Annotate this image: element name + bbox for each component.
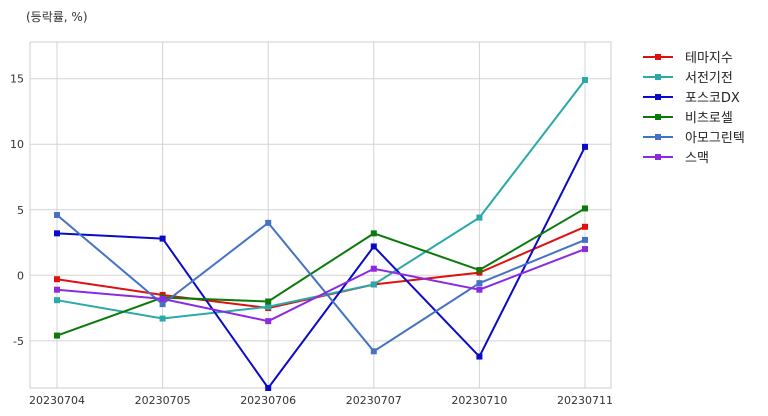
data-point bbox=[370, 281, 377, 288]
x-tick-label: 20230705 bbox=[135, 394, 191, 407]
data-point bbox=[370, 265, 377, 272]
data-point bbox=[582, 236, 588, 243]
x-tick-label: 20230711 bbox=[557, 394, 613, 407]
y-tick-label: 15 bbox=[10, 73, 24, 86]
data-point bbox=[476, 280, 483, 287]
legend-marker bbox=[655, 114, 661, 120]
data-point bbox=[54, 286, 60, 293]
data-point bbox=[54, 276, 60, 283]
data-point bbox=[476, 267, 483, 274]
data-point bbox=[370, 348, 377, 355]
x-tick-label: 20230704 bbox=[29, 394, 85, 407]
legend-marker bbox=[655, 94, 661, 100]
y-tick-label: 5 bbox=[17, 204, 24, 217]
data-point bbox=[159, 295, 166, 302]
data-point bbox=[582, 77, 588, 84]
data-point bbox=[265, 219, 272, 226]
data-point bbox=[370, 230, 377, 237]
legend-marker bbox=[655, 154, 661, 160]
data-point bbox=[265, 303, 272, 310]
data-point bbox=[54, 297, 60, 304]
data-point bbox=[582, 246, 588, 253]
series-line bbox=[56, 146, 586, 390]
data-point bbox=[476, 286, 483, 293]
data-point bbox=[370, 243, 377, 250]
data-point bbox=[159, 315, 166, 322]
x-tick-label: 20230710 bbox=[451, 394, 507, 407]
y-tick-label: 10 bbox=[10, 138, 24, 151]
x-tick-label: 20230707 bbox=[346, 394, 402, 407]
x-tick-label: 20230706 bbox=[240, 394, 296, 407]
series-line bbox=[56, 207, 586, 337]
data-point bbox=[159, 235, 166, 242]
data-point bbox=[582, 143, 588, 150]
data-point bbox=[54, 332, 60, 339]
legend-marker bbox=[655, 134, 661, 140]
data-point bbox=[265, 385, 272, 391]
legend-label: 스맥 bbox=[685, 151, 709, 166]
data-point bbox=[476, 353, 483, 360]
y-tick-label: 0 bbox=[17, 269, 24, 282]
series-line bbox=[56, 248, 586, 323]
unit-label: (등락률, %) bbox=[26, 10, 88, 24]
legend-label: 서전기전 bbox=[685, 71, 733, 86]
data-point bbox=[265, 298, 272, 305]
data-point bbox=[54, 212, 60, 218]
data-point bbox=[582, 223, 588, 230]
data-point bbox=[159, 301, 166, 308]
plot-area bbox=[29, 41, 612, 389]
legend-marker bbox=[655, 74, 661, 80]
y-tick-label: -5 bbox=[13, 335, 24, 348]
data-point bbox=[265, 318, 272, 325]
legend-marker bbox=[655, 54, 661, 60]
legend-label: 비츠로셀 bbox=[685, 111, 733, 126]
data-point bbox=[54, 230, 60, 237]
series-line bbox=[56, 214, 586, 353]
data-point bbox=[582, 205, 588, 212]
legend-label: 아모그린텍 bbox=[685, 131, 745, 146]
legend-label: 포스코DX bbox=[685, 91, 740, 106]
legend-label: 테마지수 bbox=[685, 51, 733, 66]
data-point bbox=[476, 214, 483, 221]
